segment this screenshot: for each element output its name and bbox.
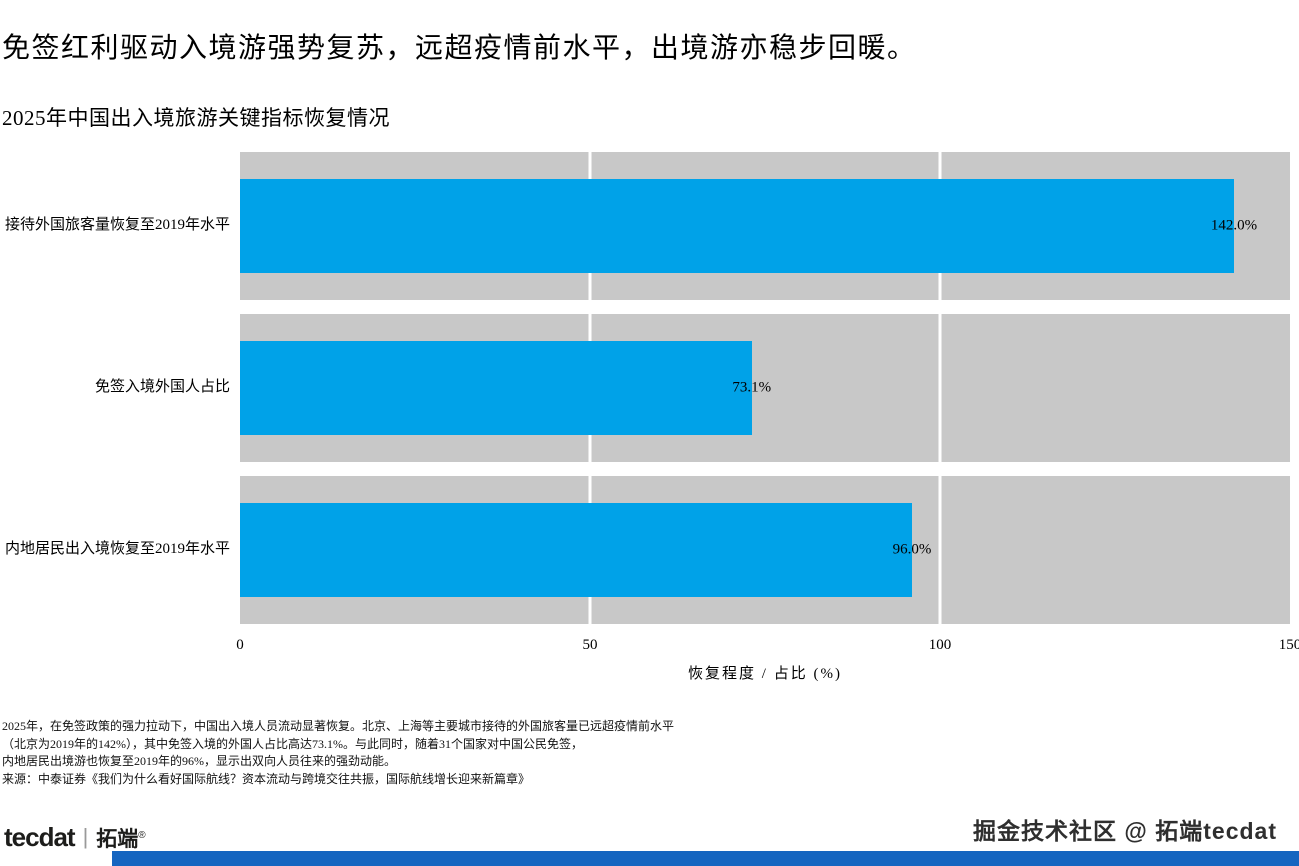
bar-chart: 接待外国旅客量恢复至2019年水平 142.0% 免签入境外国人占比 73.1% 内地居… xyxy=(0,145,1299,690)
bar-track: 73.1% xyxy=(240,314,1290,462)
value-bar xyxy=(240,179,1234,273)
bar-track: 96.0% xyxy=(240,476,1290,624)
gridline xyxy=(938,314,942,462)
chart-title: 2025年中国出入境旅游关键指标恢复情况 xyxy=(2,106,390,130)
footnote-line: 内地居民出境游也恢复至2019年的96%，显示出双向人员往来的强劲动能。 xyxy=(2,754,396,768)
bar-rows: 接待外国旅客量恢复至2019年水平 142.0% 免签入境外国人占比 73.1% 内地居… xyxy=(0,145,1290,631)
x-tick-label: 0 xyxy=(236,637,244,653)
value-label: 73.1% xyxy=(732,379,772,396)
value-label: 142.0% xyxy=(1210,217,1258,234)
value-bar xyxy=(240,341,752,435)
x-axis-ticks: 0 50 100 150 xyxy=(236,637,1299,659)
bar-row: 接待外国旅客量恢复至2019年水平 142.0% xyxy=(0,145,1290,307)
category-label: 内地居民出入境恢复至2019年水平 xyxy=(4,541,230,558)
logo-brand-text: tecdat xyxy=(4,822,76,852)
x-tick-label: 100 xyxy=(928,637,952,653)
value-bar xyxy=(240,503,912,597)
value-label: 96.0% xyxy=(892,541,932,558)
bar-track: 142.0% xyxy=(240,152,1290,300)
x-axis-label: 恢复程度 / 占比 (%) xyxy=(688,666,842,682)
footnotes: 2025年，在免签政策的强力拉动下，中国出入境人员流动显著恢复。北京、上海等主要… xyxy=(2,718,674,788)
watermark: 掘金技术社区 @ 拓端tecdat xyxy=(973,818,1277,844)
category-label: 接待外国旅客量恢复至2019年水平 xyxy=(4,217,230,234)
headline: 免签红利驱动入境游强势复苏，远超疫情前水平，出境游亦稳步回暖。 xyxy=(2,33,917,64)
bar-row: 内地居民出入境恢复至2019年水平 96.0% xyxy=(0,469,1290,631)
footer-bar xyxy=(112,851,1299,866)
tecdat-logo: tecdat | 拓端® xyxy=(4,822,146,853)
registered-mark: ® xyxy=(138,829,146,841)
x-tick-label: 50 xyxy=(582,637,598,653)
logo-brand-cn: 拓端® xyxy=(96,827,146,851)
x-tick-label: 150 xyxy=(1278,637,1299,653)
footnote-line: 2025年，在免签政策的强力拉动下，中国出入境人员流动显著恢复。北京、上海等主要… xyxy=(2,719,675,733)
footnote-line: 来源：中泰证券《我们为什么看好国际航线？资本流动与跨境交往共振，国际航线增长迎来… xyxy=(2,771,531,786)
category-label: 免签入境外国人占比 xyxy=(94,379,230,396)
footnote-line: （北京为2019年的142%），其中免签入境的外国人占比高达73.1%。与此同时… xyxy=(2,736,583,751)
gridline xyxy=(938,476,942,624)
bar-row: 免签入境外国人占比 73.1% xyxy=(0,307,1290,469)
logo-divider: | xyxy=(82,823,89,849)
